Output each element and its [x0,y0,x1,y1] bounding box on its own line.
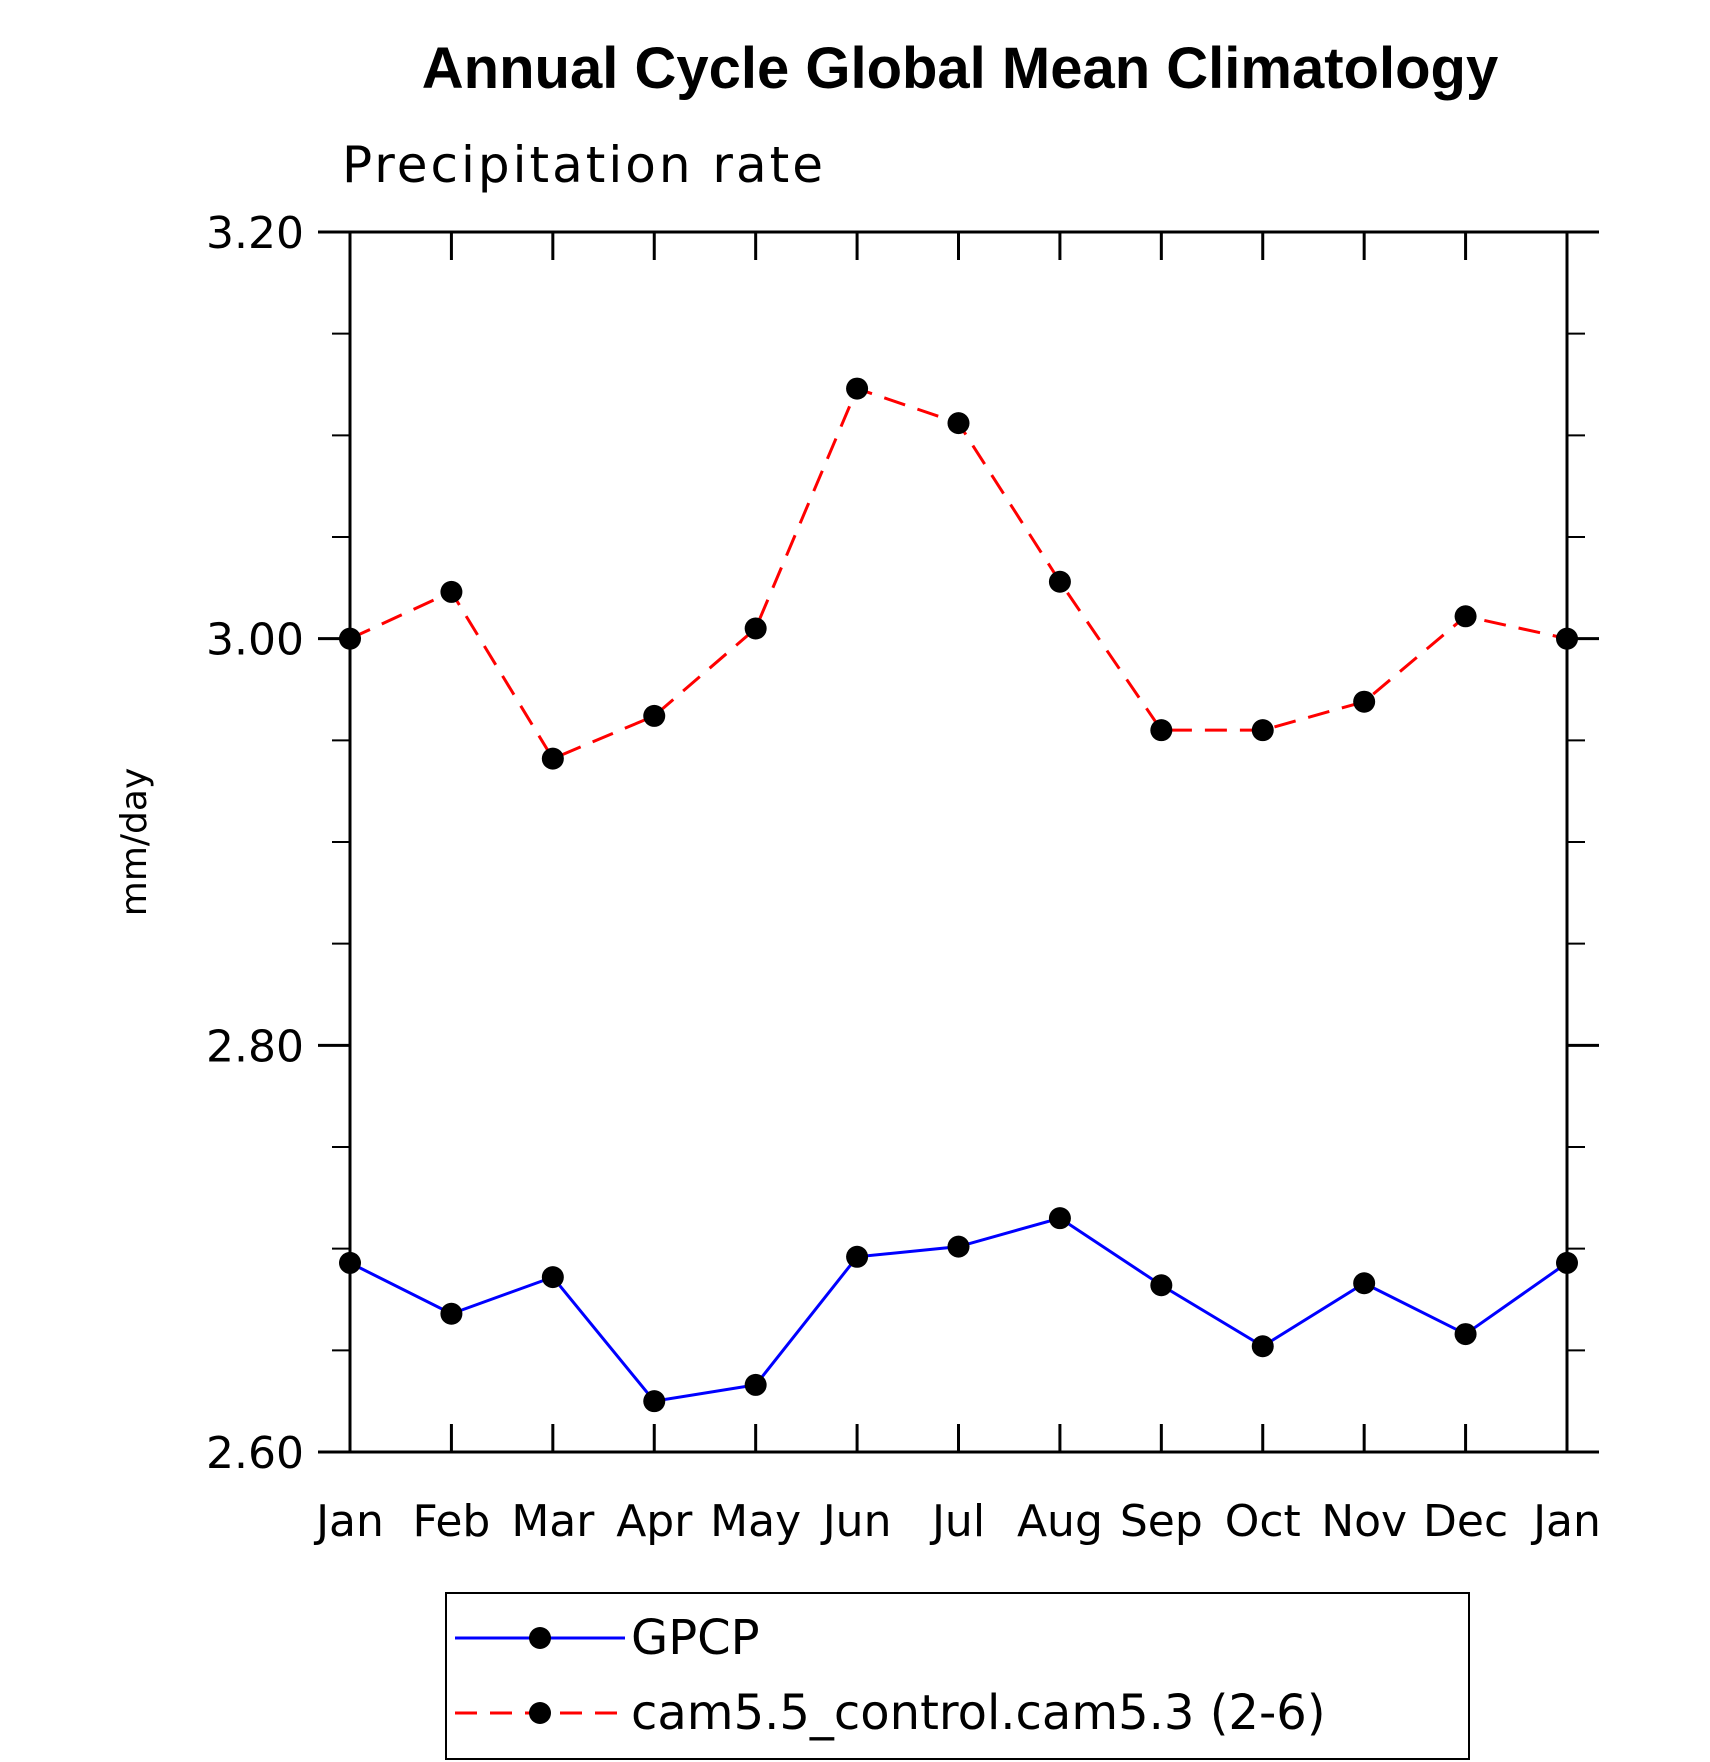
x-tick-label: Jan [313,1496,384,1547]
y-tick-label: 2.80 [206,1021,304,1072]
x-tick-label: May [710,1496,801,1547]
data-point-0 [643,1390,666,1413]
data-point-0 [744,1373,767,1396]
chart-subtitle: Precipitation rate [342,136,826,194]
x-tick-label: Jun [820,1496,892,1547]
chart-title: Annual Cycle Global Mean Climatology [422,36,1498,101]
data-point-1 [744,617,767,640]
data-point-1 [1251,719,1274,742]
data-point-1 [1048,570,1071,593]
data-point-1 [1353,690,1376,713]
x-tick-label: Jul [929,1496,985,1547]
data-point-1 [1454,605,1477,628]
series-layer [339,377,1578,1413]
x-tick-label: Aug [1017,1496,1103,1547]
legend: GPCP cam5.5_control.cam5.3 (2-6) [445,1592,1470,1760]
legend-marker-cam [529,1702,551,1724]
data-point-0 [947,1235,970,1258]
x-tick-label: Dec [1423,1496,1508,1547]
legend-label-gpcp: GPCP [631,1610,760,1666]
x-tick-label: Feb [412,1496,490,1547]
data-point-0 [1048,1207,1071,1230]
y-axis-label: mm/day [114,768,155,916]
data-point-1 [440,580,463,603]
data-point-0 [1150,1274,1173,1297]
data-point-0 [1251,1335,1274,1358]
x-tick-label: Jan [1530,1496,1601,1547]
data-point-1 [947,412,970,435]
data-point-0 [1353,1272,1376,1295]
data-point-1 [339,627,361,650]
data-point-1 [1150,719,1173,742]
data-point-1 [643,704,666,727]
data-point-1 [1556,627,1578,650]
x-tick-label: Nov [1321,1496,1407,1547]
x-tick-label: Oct [1225,1496,1301,1547]
legend-marker-gpcp [529,1627,551,1649]
data-point-1 [541,747,564,770]
x-tick-label: Apr [616,1496,693,1547]
series-line-1 [349,386,1568,761]
axes-layer: Jan Feb Mar Apr May Jun Jul Aug Sep Oct Nov Dec Jan2… [206,208,1601,1547]
data-point-0 [846,1245,869,1268]
x-tick-label: Mar [511,1496,595,1547]
y-tick-label: 3.20 [206,208,304,259]
data-point-0 [541,1266,564,1289]
legend-label-cam: cam5.5_control.cam5.3 (2-6) [631,1685,1326,1741]
data-point-1 [846,377,869,400]
y-tick-label: 3.00 [206,615,304,666]
legend-box [445,1592,1470,1760]
data-point-0 [339,1251,361,1274]
data-point-0 [1556,1251,1578,1274]
y-tick-label: 2.60 [206,1428,304,1479]
x-tick-label: Sep [1120,1496,1203,1547]
data-point-0 [440,1302,463,1325]
data-point-0 [1454,1323,1477,1346]
